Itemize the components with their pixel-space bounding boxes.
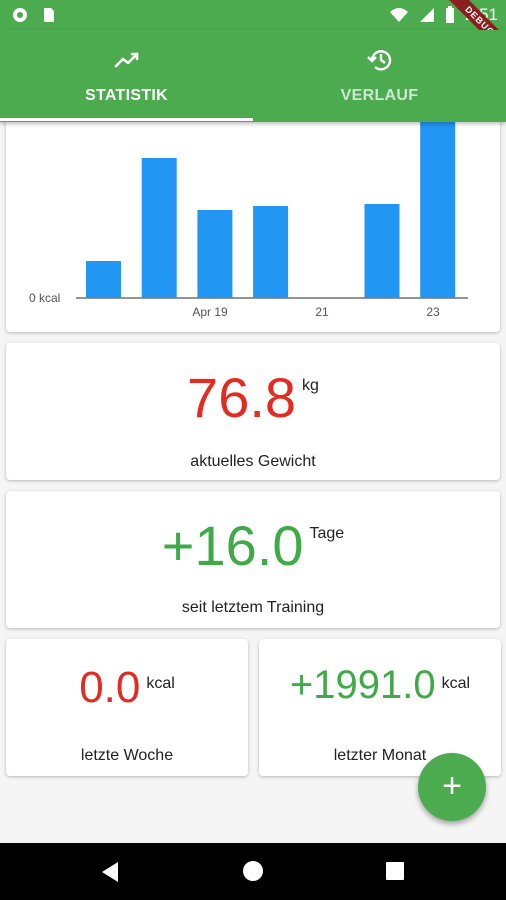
training-card: +16.0 Tage seit letztem Training [6, 491, 500, 628]
month-unit: kcal [441, 675, 471, 692]
navigation-bar [0, 843, 506, 900]
chart-bar [253, 206, 289, 298]
tab-statistik[interactable]: STATISTIK [0, 30, 253, 122]
history-icon [366, 50, 391, 71]
signal-icon [419, 8, 434, 22]
wifi-icon [389, 8, 408, 22]
chart-bar [197, 210, 233, 298]
x-tick-label: 23 [426, 305, 440, 319]
training-unit: Tage [309, 525, 345, 542]
back-icon[interactable] [100, 861, 120, 883]
recents-icon[interactable] [386, 862, 404, 880]
chart-bar [86, 261, 121, 298]
month-value: +1991.0 [289, 663, 436, 707]
sim-card-icon [44, 8, 54, 22]
chart-bar [364, 204, 400, 298]
weight-value: 76.8 [187, 366, 297, 429]
tab-indicator [0, 118, 253, 121]
training-label: seit letztem Training [181, 599, 325, 616]
app-bar: STATISTIK VERLAUF [0, 30, 506, 122]
calorie-bar-chart: 0 kcal Apr 19 21 23 [29, 120, 468, 319]
weight-card: 76.8 kg aktuelles Gewicht [6, 343, 500, 480]
notification-icon [13, 8, 27, 22]
month-label: letzter Monat [333, 747, 427, 764]
home-icon[interactable] [242, 860, 264, 882]
battery-icon [445, 6, 454, 23]
calorie-chart-card: 0 kcal Apr 19 21 23 [6, 110, 500, 332]
chart-bar [420, 120, 456, 298]
week-unit: kcal [146, 675, 175, 692]
month-card: +1991.0 kcal letzter Monat [259, 639, 501, 776]
week-card: 0.0 kcal letzte Woche [6, 639, 248, 776]
tab-verlauf[interactable]: VERLAUF [253, 30, 506, 122]
chart-bar [141, 158, 177, 298]
week-value: 0.0 [79, 663, 141, 712]
training-value: +16.0 [161, 514, 304, 577]
x-tick-label: 21 [315, 305, 329, 319]
tab-verlauf-label: VERLAUF [340, 87, 419, 104]
tab-statistik-label: STATISTIK [85, 87, 168, 104]
x-tick-label: Apr 19 [192, 305, 228, 319]
week-label: letzte Woche [80, 747, 174, 764]
trending-up-icon [114, 52, 138, 68]
weight-label: aktuelles Gewicht [190, 453, 316, 470]
add-icon: + [442, 767, 462, 805]
weight-unit: kg [302, 377, 319, 394]
add-button[interactable]: + [418, 753, 486, 821]
status-bar: 2:51 DEBUG [0, 0, 506, 69]
y-tick-label: 0 kcal [29, 291, 60, 305]
